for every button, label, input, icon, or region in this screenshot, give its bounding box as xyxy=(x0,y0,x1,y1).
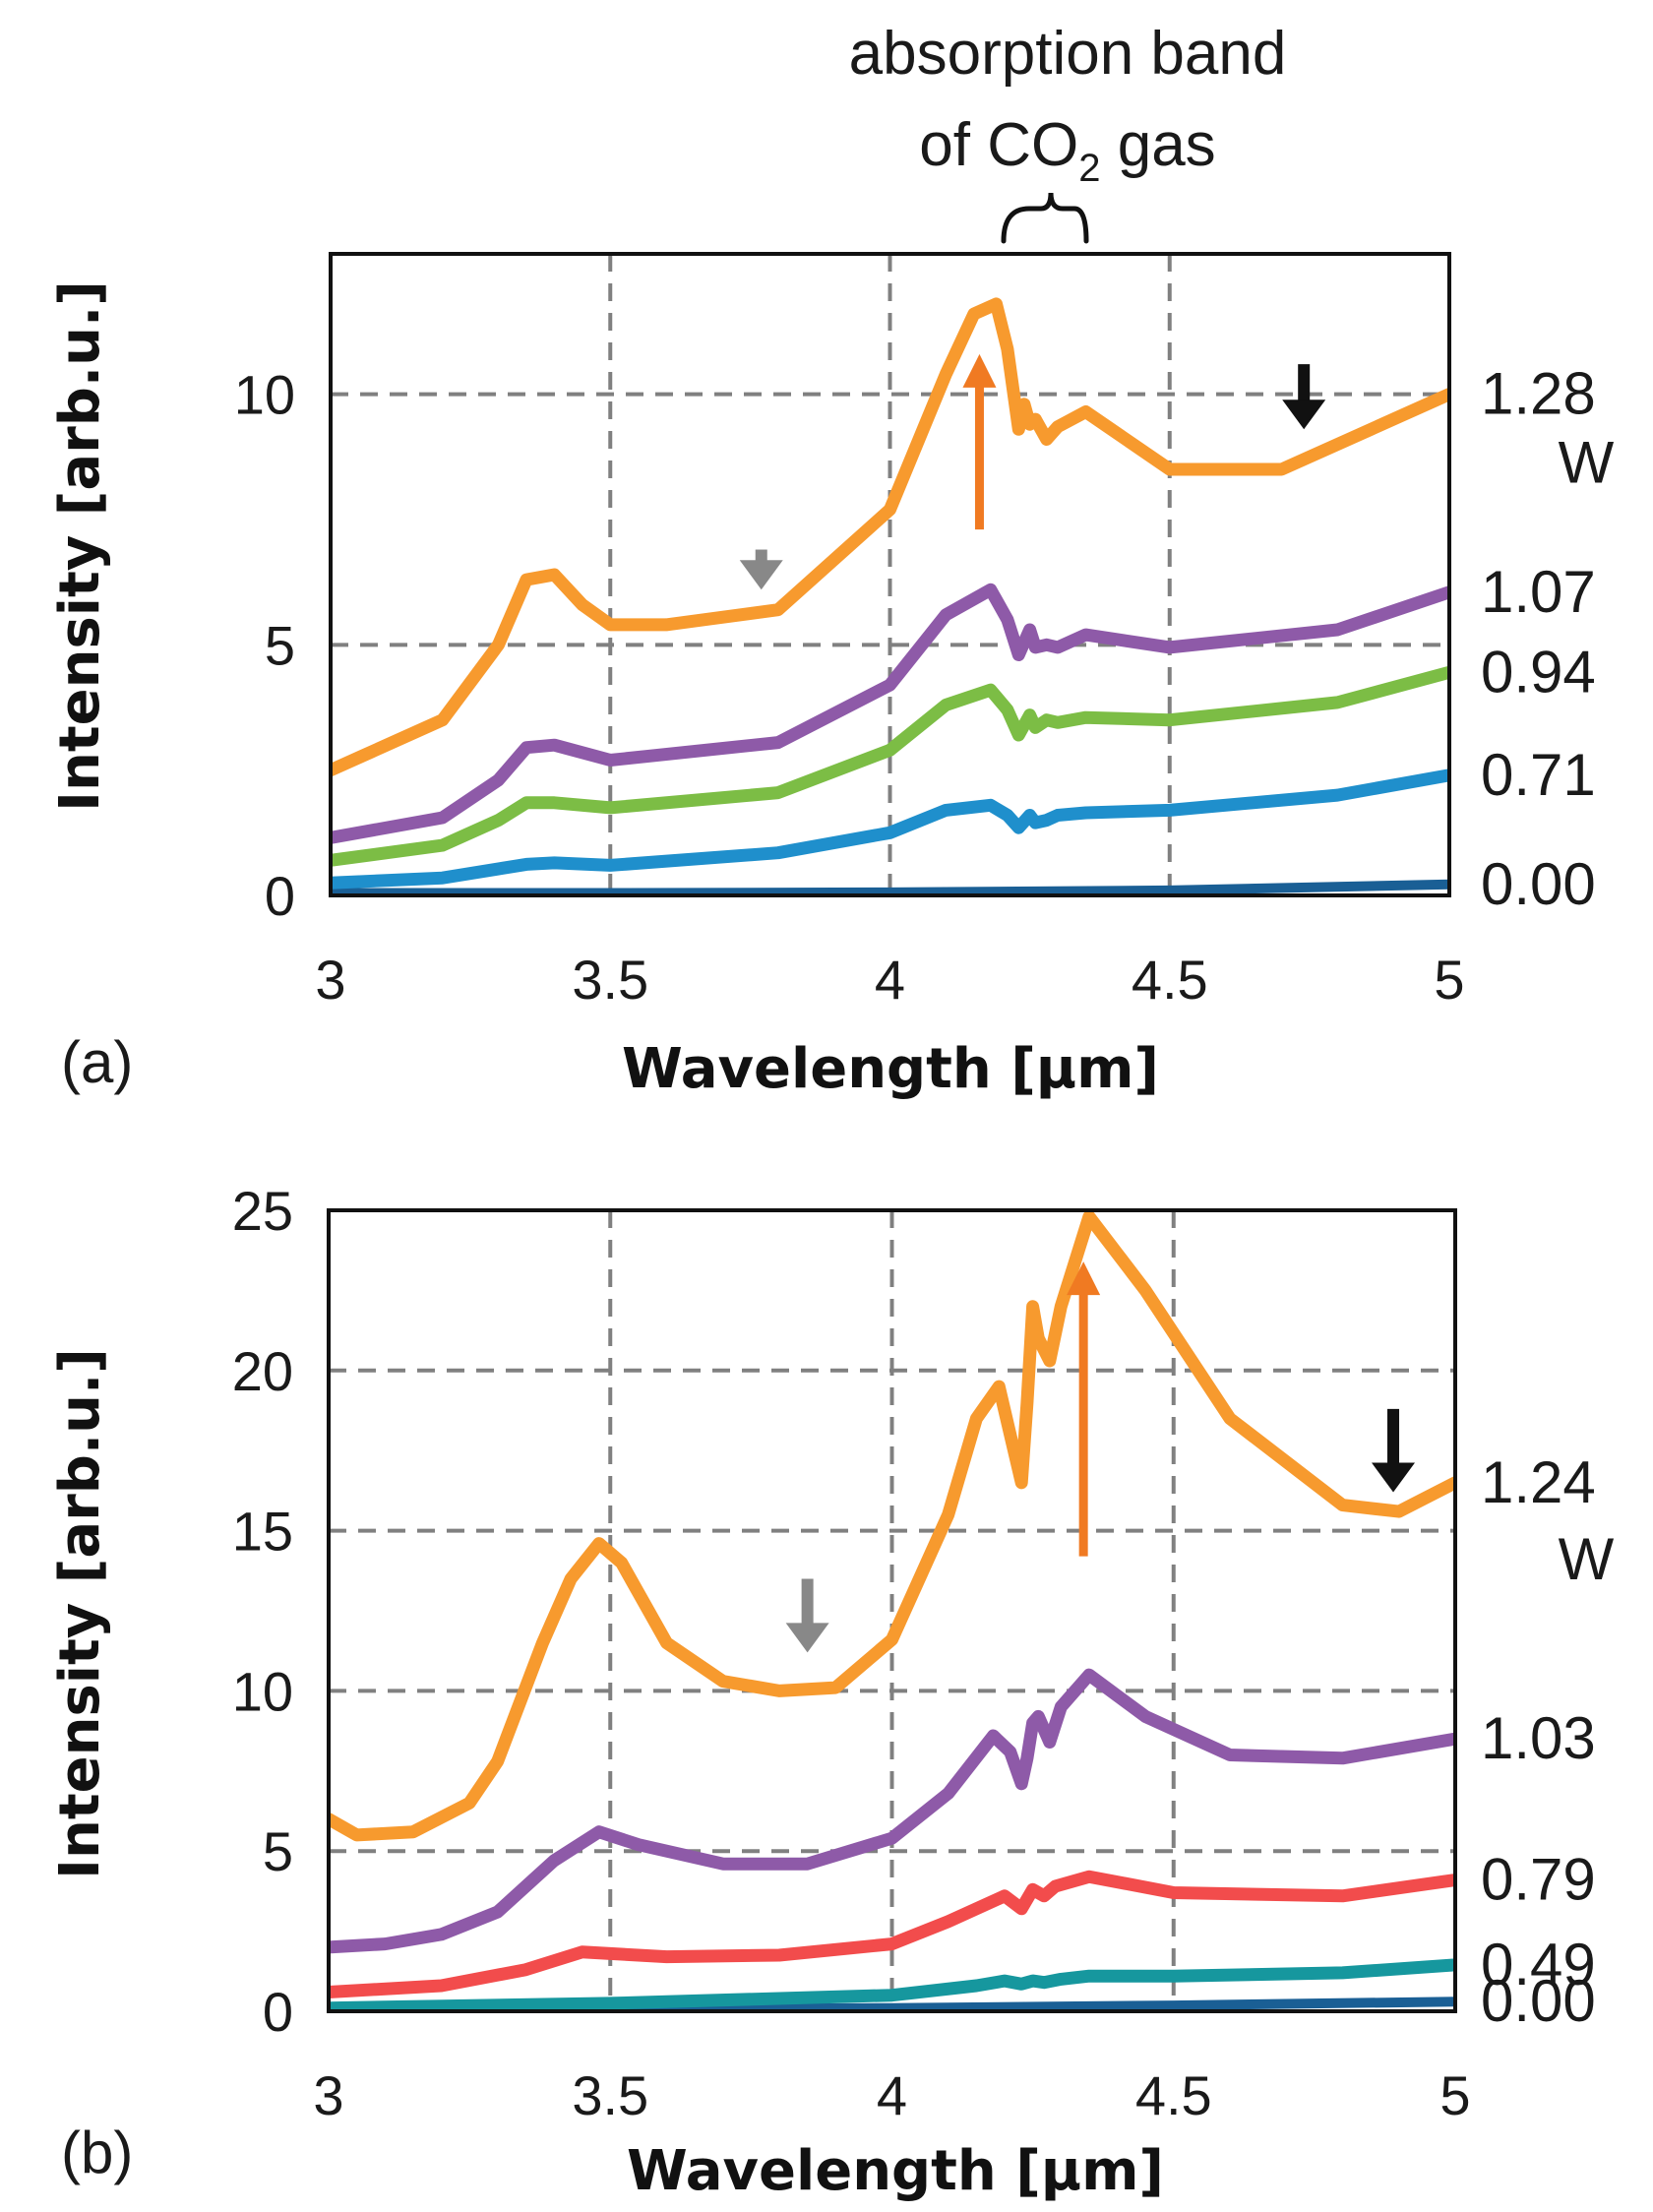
x-tick-label-3-5: 3.5 xyxy=(572,2064,648,2126)
power-label-1-03: 1.03 xyxy=(1481,1705,1596,1771)
series-line-0-49 xyxy=(329,1958,1455,2011)
absorption-band-brace xyxy=(1001,192,1089,244)
series-line-1-24 xyxy=(329,1210,1455,1842)
x-tick-label-3: 3 xyxy=(315,949,345,1011)
annotation-suffix: gas xyxy=(1100,111,1215,179)
power-labels-a: 0.00 0.71 0.94 1.07 1.28W xyxy=(1481,361,1615,917)
power-label-1-07: 1.07 xyxy=(1481,559,1596,625)
power-label-1-28: 1.28 xyxy=(1481,361,1596,427)
x-tick-labels-a: 3 3.5 4 4.5 5 xyxy=(315,949,1464,1011)
annotation-prefix: of CO xyxy=(919,111,1078,179)
power-label-0-79: 0.79 xyxy=(1481,1847,1596,1913)
power-labels-b: 0.000.49 0.79 1.03 1.24 W xyxy=(1481,1449,1615,2034)
x-tick-label-3: 3 xyxy=(313,2064,343,2126)
x-axis-title-a: Wavelength [μm] xyxy=(622,1037,1159,1101)
x-tick-label-5: 5 xyxy=(1434,949,1464,1011)
arrow-head-up-0 xyxy=(962,353,997,388)
series-line-1-07 xyxy=(331,583,1449,844)
series-group-b xyxy=(329,1210,1455,2011)
plot-frame-b xyxy=(327,1208,1457,2013)
power-label-0-71: 0.71 xyxy=(1481,742,1596,808)
y-tick-label-0: 0 xyxy=(265,865,295,927)
y-tick-label-10: 10 xyxy=(232,1660,293,1722)
y-axis-title-a: Intensity [arb.u.] xyxy=(48,280,112,812)
arrow-head-down-1 xyxy=(739,560,783,590)
unit-label-b: W xyxy=(1559,1526,1615,1592)
arrow-head-down-2 xyxy=(1372,1462,1416,1493)
chart-panel-b: 3 3.5 4 4.5 5 0 5 10 15 20 25 0.000.49 0.79 1.03 1.2… xyxy=(48,1180,1615,2203)
annotation-subscript: 2 xyxy=(1078,147,1100,190)
series-line-0-71 xyxy=(331,768,1449,890)
x-tick-label-4: 4 xyxy=(877,2064,907,2126)
x-tick-label-4: 4 xyxy=(875,949,905,1011)
y-tick-label-5: 5 xyxy=(265,614,295,676)
y-tick-label-25: 25 xyxy=(232,1180,293,1242)
chart-panel-a: absorption band of CO2 gas 3 3.5 4 4.5 5 0 5 1… xyxy=(48,20,1615,1101)
y-tick-label-10: 10 xyxy=(234,364,295,426)
arrow-head-down-1 xyxy=(785,1623,829,1653)
panel-label-a: (a) xyxy=(61,1029,133,1095)
unit-label-a: W xyxy=(1559,430,1615,496)
series-group-a xyxy=(331,297,1449,895)
annotation-line-2: of CO2 gas xyxy=(919,111,1215,190)
series-line-0-00 xyxy=(331,879,1449,895)
series-line-1-28 xyxy=(331,297,1449,777)
y-tick-label-5: 5 xyxy=(263,1820,293,1882)
power-label-1-24: 1.24 xyxy=(1481,1449,1596,1515)
y-tick-labels-a: 0 5 10 xyxy=(234,364,295,927)
plot-frame-a xyxy=(329,252,1451,897)
x-tick-label-4-5: 4.5 xyxy=(1135,2064,1212,2126)
power-label-0-00: 0.00 xyxy=(1481,1968,1596,2034)
x-tick-label-5: 5 xyxy=(1439,2064,1470,2126)
y-axis-title-b: Intensity [arb.u.] xyxy=(48,1348,112,1879)
series-line-1-03 xyxy=(329,1668,1455,1954)
x-tick-labels-b: 3 3.5 4 4.5 5 xyxy=(313,2064,1470,2126)
grid-a xyxy=(331,254,1449,895)
arrow-head-down-2 xyxy=(1282,399,1326,430)
power-label-0-00: 0.00 xyxy=(1481,851,1596,917)
y-tick-label-15: 15 xyxy=(232,1501,293,1563)
series-line-0-94 xyxy=(331,665,1449,867)
panel-label-b: (b) xyxy=(61,2120,133,2185)
series-line-0-79 xyxy=(329,1870,1455,1998)
x-tick-label-4-5: 4.5 xyxy=(1132,949,1208,1011)
arrows-group-b xyxy=(785,1261,1416,1653)
arrow-head-up-0 xyxy=(1067,1261,1101,1296)
y-tick-label-20: 20 xyxy=(232,1340,293,1402)
power-label-0-49: 0.49 xyxy=(1481,1932,1596,1997)
x-axis-title-b: Wavelength [μm] xyxy=(627,2139,1164,2203)
arrows-group-a xyxy=(739,353,1326,590)
y-tick-labels-b: 0 5 10 15 20 25 xyxy=(232,1180,293,2043)
y-tick-label-0: 0 xyxy=(263,1981,293,2043)
annotation-line-1: absorption band xyxy=(849,20,1287,88)
x-tick-label-3-5: 3.5 xyxy=(572,949,648,1011)
power-label-0-94: 0.94 xyxy=(1481,639,1596,705)
